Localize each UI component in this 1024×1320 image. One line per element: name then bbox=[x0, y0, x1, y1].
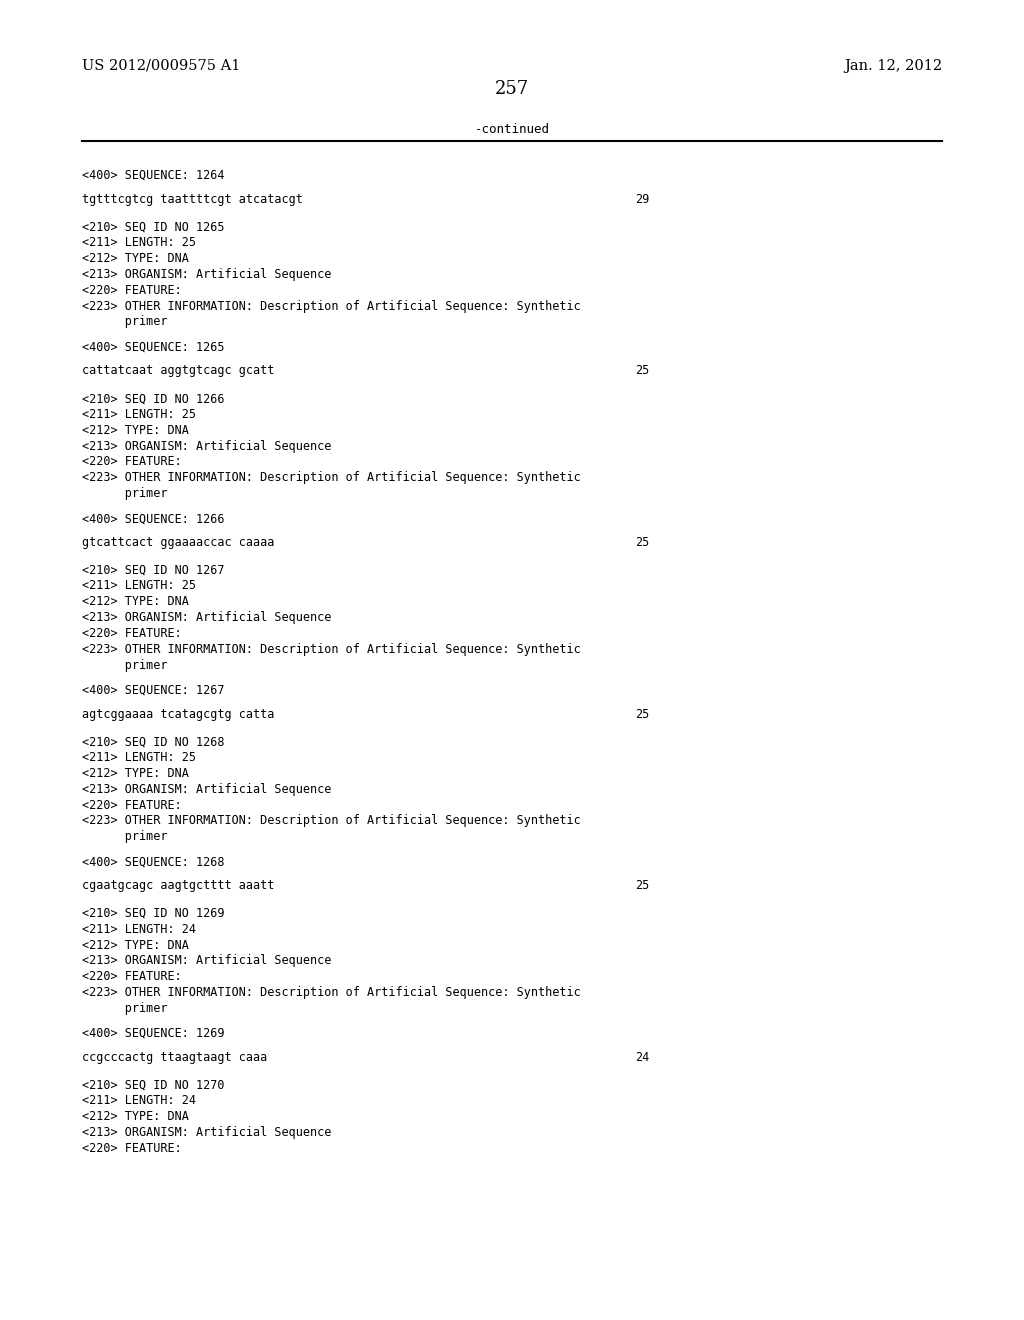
Text: cattatcaat aggtgtcagc gcatt: cattatcaat aggtgtcagc gcatt bbox=[82, 364, 274, 378]
Text: <223> OTHER INFORMATION: Description of Artificial Sequence: Synthetic: <223> OTHER INFORMATION: Description of … bbox=[82, 300, 581, 313]
Text: <213> ORGANISM: Artificial Sequence: <213> ORGANISM: Artificial Sequence bbox=[82, 268, 332, 281]
Text: <400> SEQUENCE: 1268: <400> SEQUENCE: 1268 bbox=[82, 855, 224, 869]
Text: <211> LENGTH: 25: <211> LENGTH: 25 bbox=[82, 579, 196, 593]
Text: ccgcccactg ttaagtaagt caaa: ccgcccactg ttaagtaagt caaa bbox=[82, 1051, 267, 1064]
Text: <220> FEATURE:: <220> FEATURE: bbox=[82, 970, 181, 983]
Text: <223> OTHER INFORMATION: Description of Artificial Sequence: Synthetic: <223> OTHER INFORMATION: Description of … bbox=[82, 643, 581, 656]
Text: 25: 25 bbox=[635, 879, 649, 892]
Text: <400> SEQUENCE: 1265: <400> SEQUENCE: 1265 bbox=[82, 341, 224, 354]
Text: 24: 24 bbox=[635, 1051, 649, 1064]
Text: cgaatgcagc aagtgctttt aaatt: cgaatgcagc aagtgctttt aaatt bbox=[82, 879, 274, 892]
Text: primer: primer bbox=[82, 659, 167, 672]
Text: <213> ORGANISM: Artificial Sequence: <213> ORGANISM: Artificial Sequence bbox=[82, 1126, 332, 1139]
Text: <213> ORGANISM: Artificial Sequence: <213> ORGANISM: Artificial Sequence bbox=[82, 611, 332, 624]
Text: agtcggaaaa tcatagcgtg catta: agtcggaaaa tcatagcgtg catta bbox=[82, 708, 274, 721]
Text: <400> SEQUENCE: 1264: <400> SEQUENCE: 1264 bbox=[82, 169, 224, 182]
Text: <210> SEQ ID NO 1268: <210> SEQ ID NO 1268 bbox=[82, 735, 224, 748]
Text: <223> OTHER INFORMATION: Description of Artificial Sequence: Synthetic: <223> OTHER INFORMATION: Description of … bbox=[82, 814, 581, 828]
Text: <400> SEQUENCE: 1269: <400> SEQUENCE: 1269 bbox=[82, 1027, 224, 1040]
Text: <211> LENGTH: 24: <211> LENGTH: 24 bbox=[82, 1094, 196, 1107]
Text: <223> OTHER INFORMATION: Description of Artificial Sequence: Synthetic: <223> OTHER INFORMATION: Description of … bbox=[82, 471, 581, 484]
Text: <211> LENGTH: 25: <211> LENGTH: 25 bbox=[82, 408, 196, 421]
Text: <210> SEQ ID NO 1270: <210> SEQ ID NO 1270 bbox=[82, 1078, 224, 1092]
Text: 25: 25 bbox=[635, 536, 649, 549]
Text: primer: primer bbox=[82, 315, 167, 329]
Text: <220> FEATURE:: <220> FEATURE: bbox=[82, 455, 181, 469]
Text: <220> FEATURE:: <220> FEATURE: bbox=[82, 627, 181, 640]
Text: <210> SEQ ID NO 1267: <210> SEQ ID NO 1267 bbox=[82, 564, 224, 577]
Text: <212> TYPE: DNA: <212> TYPE: DNA bbox=[82, 939, 188, 952]
Text: <212> TYPE: DNA: <212> TYPE: DNA bbox=[82, 595, 188, 609]
Text: <220> FEATURE:: <220> FEATURE: bbox=[82, 1142, 181, 1155]
Text: <211> LENGTH: 25: <211> LENGTH: 25 bbox=[82, 751, 196, 764]
Text: 25: 25 bbox=[635, 708, 649, 721]
Text: US 2012/0009575 A1: US 2012/0009575 A1 bbox=[82, 58, 241, 73]
Text: Jan. 12, 2012: Jan. 12, 2012 bbox=[844, 58, 942, 73]
Text: <223> OTHER INFORMATION: Description of Artificial Sequence: Synthetic: <223> OTHER INFORMATION: Description of … bbox=[82, 986, 581, 999]
Text: <213> ORGANISM: Artificial Sequence: <213> ORGANISM: Artificial Sequence bbox=[82, 783, 332, 796]
Text: 257: 257 bbox=[495, 79, 529, 98]
Text: <210> SEQ ID NO 1265: <210> SEQ ID NO 1265 bbox=[82, 220, 224, 234]
Text: -continued: -continued bbox=[474, 124, 550, 136]
Text: <212> TYPE: DNA: <212> TYPE: DNA bbox=[82, 424, 188, 437]
Text: primer: primer bbox=[82, 1002, 167, 1015]
Text: <211> LENGTH: 25: <211> LENGTH: 25 bbox=[82, 236, 196, 249]
Text: primer: primer bbox=[82, 830, 167, 843]
Text: gtcattcact ggaaaaccac caaaa: gtcattcact ggaaaaccac caaaa bbox=[82, 536, 274, 549]
Text: 25: 25 bbox=[635, 364, 649, 378]
Text: <212> TYPE: DNA: <212> TYPE: DNA bbox=[82, 252, 188, 265]
Text: <212> TYPE: DNA: <212> TYPE: DNA bbox=[82, 1110, 188, 1123]
Text: 29: 29 bbox=[635, 193, 649, 206]
Text: <213> ORGANISM: Artificial Sequence: <213> ORGANISM: Artificial Sequence bbox=[82, 954, 332, 968]
Text: tgtttcgtcg taattttcgt atcatacgt: tgtttcgtcg taattttcgt atcatacgt bbox=[82, 193, 303, 206]
Text: <220> FEATURE:: <220> FEATURE: bbox=[82, 799, 181, 812]
Text: <400> SEQUENCE: 1267: <400> SEQUENCE: 1267 bbox=[82, 684, 224, 697]
Text: <220> FEATURE:: <220> FEATURE: bbox=[82, 284, 181, 297]
Text: <210> SEQ ID NO 1269: <210> SEQ ID NO 1269 bbox=[82, 907, 224, 920]
Text: <211> LENGTH: 24: <211> LENGTH: 24 bbox=[82, 923, 196, 936]
Text: <212> TYPE: DNA: <212> TYPE: DNA bbox=[82, 767, 188, 780]
Text: <400> SEQUENCE: 1266: <400> SEQUENCE: 1266 bbox=[82, 512, 224, 525]
Text: <213> ORGANISM: Artificial Sequence: <213> ORGANISM: Artificial Sequence bbox=[82, 440, 332, 453]
Text: <210> SEQ ID NO 1266: <210> SEQ ID NO 1266 bbox=[82, 392, 224, 405]
Text: primer: primer bbox=[82, 487, 167, 500]
